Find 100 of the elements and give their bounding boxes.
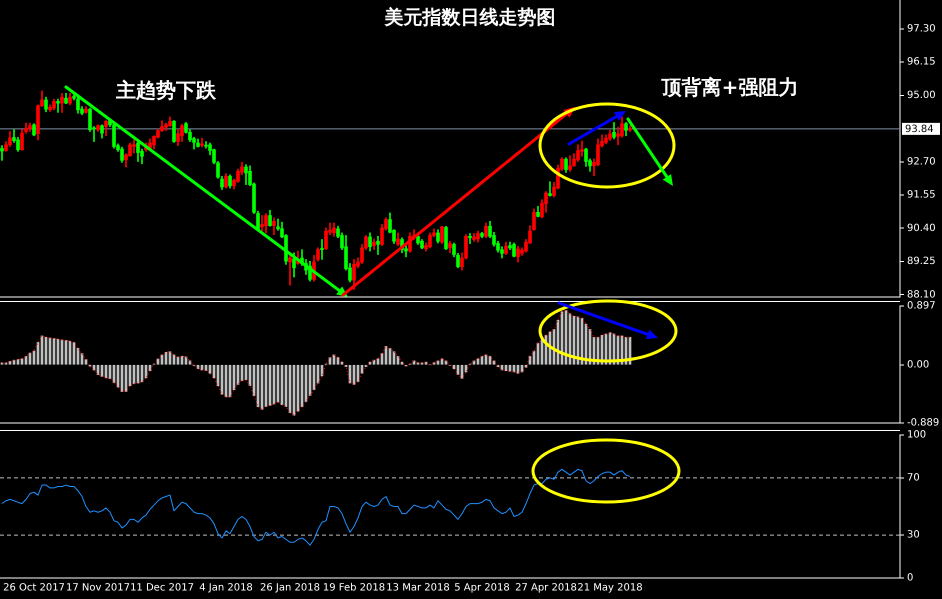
y-tick-label: 91.55 <box>907 190 936 201</box>
bar <box>300 364 304 408</box>
y-tick-label: 90.40 <box>907 222 936 234</box>
bar <box>124 364 128 392</box>
bar <box>104 364 108 378</box>
y-tick-label: 89.25 <box>907 256 936 268</box>
bar <box>204 364 208 371</box>
x-tick-label: 21 May 2018 <box>577 582 643 594</box>
bar <box>208 364 212 374</box>
bar <box>572 316 576 365</box>
bar <box>276 364 280 402</box>
x-tick-label: 19 Feb 2018 <box>322 582 386 594</box>
x-tick-label: 13 Mar 2018 <box>386 582 450 594</box>
bar <box>8 361 12 365</box>
bar <box>372 360 376 365</box>
y-tick-label: 70 <box>907 472 920 484</box>
bar <box>72 342 76 365</box>
x-tick-label: 26 Jan 2018 <box>260 582 320 594</box>
candlestick <box>260 215 264 232</box>
bar <box>388 348 392 365</box>
bar <box>332 354 336 365</box>
bar <box>272 364 276 404</box>
bar <box>196 364 200 370</box>
annotation: 顶背离+强阻力 <box>662 75 798 99</box>
bar <box>456 364 460 375</box>
candlestick <box>468 233 472 244</box>
bar <box>412 360 416 365</box>
bar <box>136 364 140 384</box>
candlestick <box>200 138 204 148</box>
bar <box>96 364 100 375</box>
y-tick-label: 96.15 <box>907 56 936 68</box>
annotation: 主趋势下跌 <box>116 78 216 102</box>
y-tick-label: 0.897 <box>907 300 936 312</box>
bar <box>504 364 508 371</box>
candlestick <box>56 98 60 113</box>
x-tick-label: 11 Dec 2017 <box>130 582 194 594</box>
bar <box>176 356 180 365</box>
bar <box>348 364 352 384</box>
bar <box>280 364 284 406</box>
bar <box>240 364 244 381</box>
bar <box>140 364 144 382</box>
candlestick <box>288 252 292 286</box>
candlestick <box>204 141 208 149</box>
bar <box>40 336 44 365</box>
bar <box>436 360 440 365</box>
x-tick-label: 17 Nov 2017 <box>66 582 130 594</box>
candlestick <box>376 236 380 255</box>
bar <box>68 340 72 365</box>
bar <box>256 364 260 408</box>
bar <box>52 338 56 365</box>
y-tick-label: -0.889 <box>907 418 940 429</box>
bar <box>608 332 612 365</box>
bar <box>580 318 584 365</box>
y-tick-label: 0.00 <box>907 359 930 370</box>
bar <box>120 364 124 392</box>
bar <box>224 364 228 398</box>
bar <box>288 364 292 413</box>
bar <box>28 352 32 365</box>
bar <box>164 352 168 365</box>
bar <box>168 351 172 365</box>
bar <box>520 364 524 372</box>
bar <box>564 310 568 365</box>
bar <box>576 316 580 365</box>
bar <box>568 313 572 365</box>
candlestick <box>132 140 136 154</box>
bar <box>180 356 184 365</box>
bar <box>156 358 160 365</box>
bar <box>460 364 464 379</box>
y-tick-label: 88.10 <box>907 289 936 300</box>
bar <box>292 364 296 416</box>
chart-title: 美元指数日线走势图 <box>384 6 556 28</box>
bar <box>484 354 488 365</box>
bar <box>48 338 52 365</box>
y-tick-label: 0 <box>907 572 914 584</box>
y-tick-label: 100 <box>907 430 926 441</box>
x-tick-label: 4 Jan 2018 <box>199 582 253 594</box>
bar <box>472 360 476 365</box>
bar <box>328 357 332 365</box>
bar <box>480 356 484 365</box>
bar <box>352 364 356 385</box>
bar <box>296 364 300 412</box>
bar <box>16 359 20 365</box>
bar <box>392 351 396 365</box>
bar <box>384 346 388 365</box>
bar <box>336 357 340 365</box>
bar <box>268 364 272 406</box>
bar <box>160 354 164 365</box>
ref-line-label: 93.84 <box>905 124 934 135</box>
y-tick-label: 97.30 <box>907 23 936 34</box>
bar <box>260 364 264 410</box>
candlestick <box>548 181 552 196</box>
candlestick <box>320 239 324 260</box>
bar <box>560 311 564 365</box>
bar <box>356 364 360 382</box>
bar <box>12 360 16 365</box>
bar <box>144 364 148 378</box>
y-tick-label: 92.70 <box>907 156 936 168</box>
bar <box>188 360 192 365</box>
x-tick-label: 27 Apr 2018 <box>515 582 577 594</box>
bar <box>108 364 112 379</box>
